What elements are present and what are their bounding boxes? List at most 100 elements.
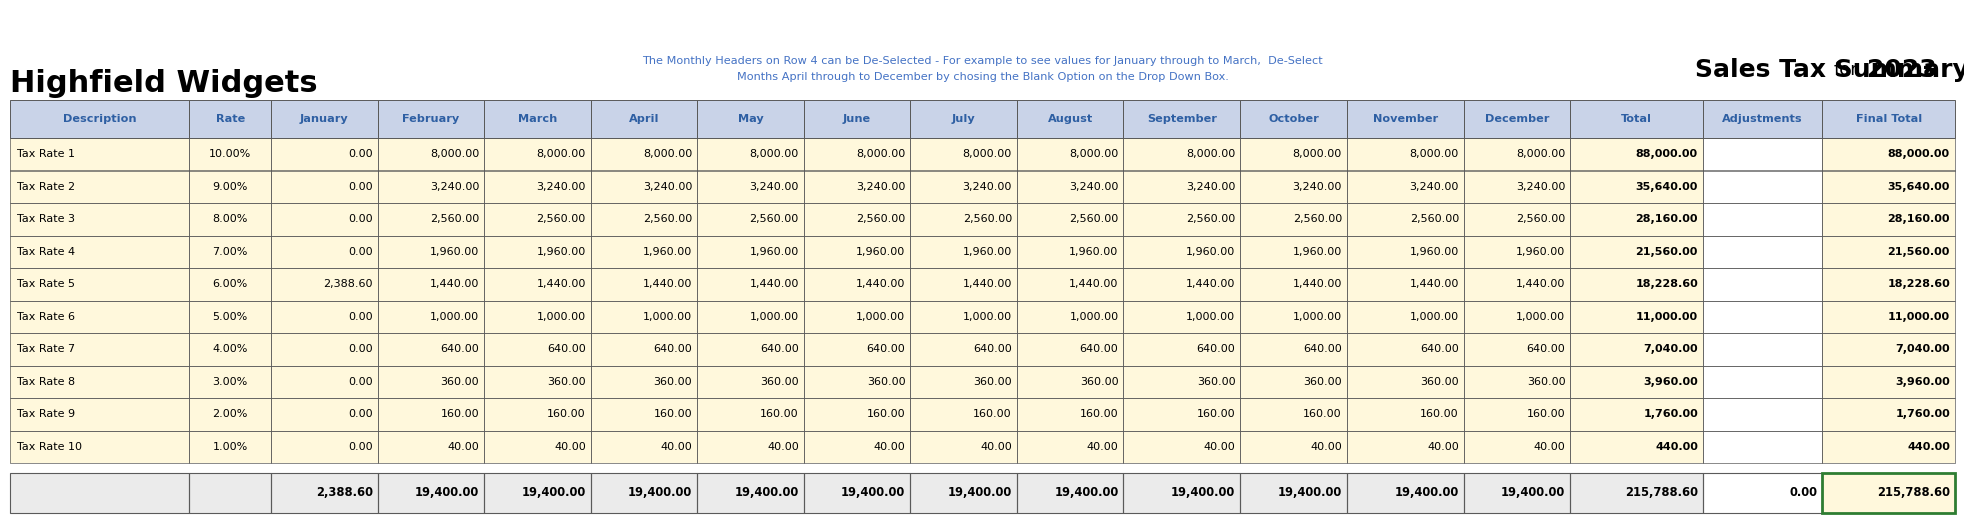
- Bar: [1017, 366, 1123, 398]
- Bar: [803, 138, 909, 170]
- Bar: [697, 268, 803, 301]
- Bar: [1569, 366, 1703, 398]
- Bar: [1017, 138, 1123, 170]
- Text: 640.00: 640.00: [546, 344, 585, 354]
- Text: 40.00: 40.00: [980, 442, 1011, 452]
- Bar: [1569, 333, 1703, 366]
- Bar: [1239, 100, 1345, 138]
- Bar: [1345, 366, 1463, 398]
- Text: 11,000.00: 11,000.00: [1634, 312, 1697, 322]
- Bar: [271, 473, 377, 513]
- Bar: [1463, 333, 1569, 366]
- Bar: [10, 203, 189, 235]
- Text: 8.00%: 8.00%: [212, 214, 247, 224]
- Text: 1,960.00: 1,960.00: [1408, 247, 1457, 257]
- Text: 40.00: 40.00: [554, 442, 585, 452]
- Text: 3,240.00: 3,240.00: [642, 182, 691, 192]
- Bar: [909, 301, 1017, 333]
- Text: 19,400.00: 19,400.00: [414, 487, 479, 500]
- Text: March: March: [518, 114, 558, 124]
- Bar: [271, 100, 377, 138]
- Bar: [377, 100, 483, 138]
- Bar: [1345, 170, 1463, 203]
- Bar: [697, 170, 803, 203]
- Text: October: October: [1267, 114, 1318, 124]
- Bar: [591, 170, 697, 203]
- Bar: [1569, 301, 1703, 333]
- Bar: [1239, 333, 1345, 366]
- Bar: [591, 301, 697, 333]
- Bar: [591, 473, 697, 513]
- Bar: [1821, 430, 1954, 463]
- Text: 1,960.00: 1,960.00: [642, 247, 691, 257]
- Bar: [803, 138, 909, 170]
- Bar: [1463, 398, 1569, 430]
- Bar: [1821, 301, 1954, 333]
- Bar: [1703, 138, 1821, 170]
- Bar: [697, 430, 803, 463]
- Bar: [1703, 430, 1821, 463]
- Bar: [1463, 430, 1569, 463]
- Text: 3,240.00: 3,240.00: [1516, 182, 1565, 192]
- Bar: [697, 333, 803, 366]
- Bar: [803, 333, 909, 366]
- Bar: [1123, 473, 1239, 513]
- Bar: [189, 100, 271, 138]
- Text: 3,240.00: 3,240.00: [962, 182, 1011, 192]
- Text: 640.00: 640.00: [1302, 344, 1341, 354]
- Text: 1,440.00: 1,440.00: [1292, 279, 1341, 289]
- Bar: [1017, 366, 1123, 398]
- Bar: [1017, 203, 1123, 235]
- Bar: [271, 430, 377, 463]
- Bar: [909, 398, 1017, 430]
- Bar: [1821, 366, 1954, 398]
- Text: 160.00: 160.00: [1196, 410, 1235, 419]
- Text: 1,960.00: 1,960.00: [430, 247, 479, 257]
- Text: Tax Rate 10: Tax Rate 10: [18, 442, 82, 452]
- Bar: [1239, 170, 1345, 203]
- Bar: [591, 235, 697, 268]
- Bar: [1345, 473, 1463, 513]
- Bar: [1345, 473, 1463, 513]
- Bar: [1569, 170, 1703, 203]
- Text: 28,160.00: 28,160.00: [1887, 214, 1948, 224]
- Text: 640.00: 640.00: [972, 344, 1011, 354]
- Bar: [803, 100, 909, 138]
- Bar: [1821, 473, 1954, 513]
- Text: 1,000.00: 1,000.00: [856, 312, 905, 322]
- Bar: [803, 268, 909, 301]
- Text: 160.00: 160.00: [760, 410, 799, 419]
- Bar: [591, 268, 697, 301]
- Text: 2,388.60: 2,388.60: [316, 487, 373, 500]
- Bar: [271, 473, 377, 513]
- Bar: [1239, 301, 1345, 333]
- Bar: [483, 473, 591, 513]
- Text: 2,560.00: 2,560.00: [430, 214, 479, 224]
- Bar: [483, 100, 591, 138]
- Bar: [1569, 473, 1703, 513]
- Bar: [1239, 366, 1345, 398]
- Text: 1.00%: 1.00%: [212, 442, 247, 452]
- Text: 1,000.00: 1,000.00: [536, 312, 585, 322]
- Bar: [1463, 170, 1569, 203]
- Text: 0.00: 0.00: [348, 214, 373, 224]
- Bar: [377, 138, 483, 170]
- Bar: [1703, 398, 1821, 430]
- Bar: [377, 301, 483, 333]
- Text: 160.00: 160.00: [1526, 410, 1565, 419]
- Bar: [1239, 235, 1345, 268]
- Bar: [1703, 473, 1821, 513]
- Bar: [1345, 268, 1463, 301]
- Bar: [909, 430, 1017, 463]
- Text: 215,788.60: 215,788.60: [1624, 487, 1697, 500]
- Bar: [909, 100, 1017, 138]
- Bar: [1569, 138, 1703, 170]
- Text: 160.00: 160.00: [866, 410, 905, 419]
- Bar: [1123, 398, 1239, 430]
- Bar: [591, 301, 697, 333]
- Bar: [1017, 268, 1123, 301]
- Text: 440.00: 440.00: [1654, 442, 1697, 452]
- Bar: [1463, 366, 1569, 398]
- Bar: [909, 100, 1017, 138]
- Bar: [803, 203, 909, 235]
